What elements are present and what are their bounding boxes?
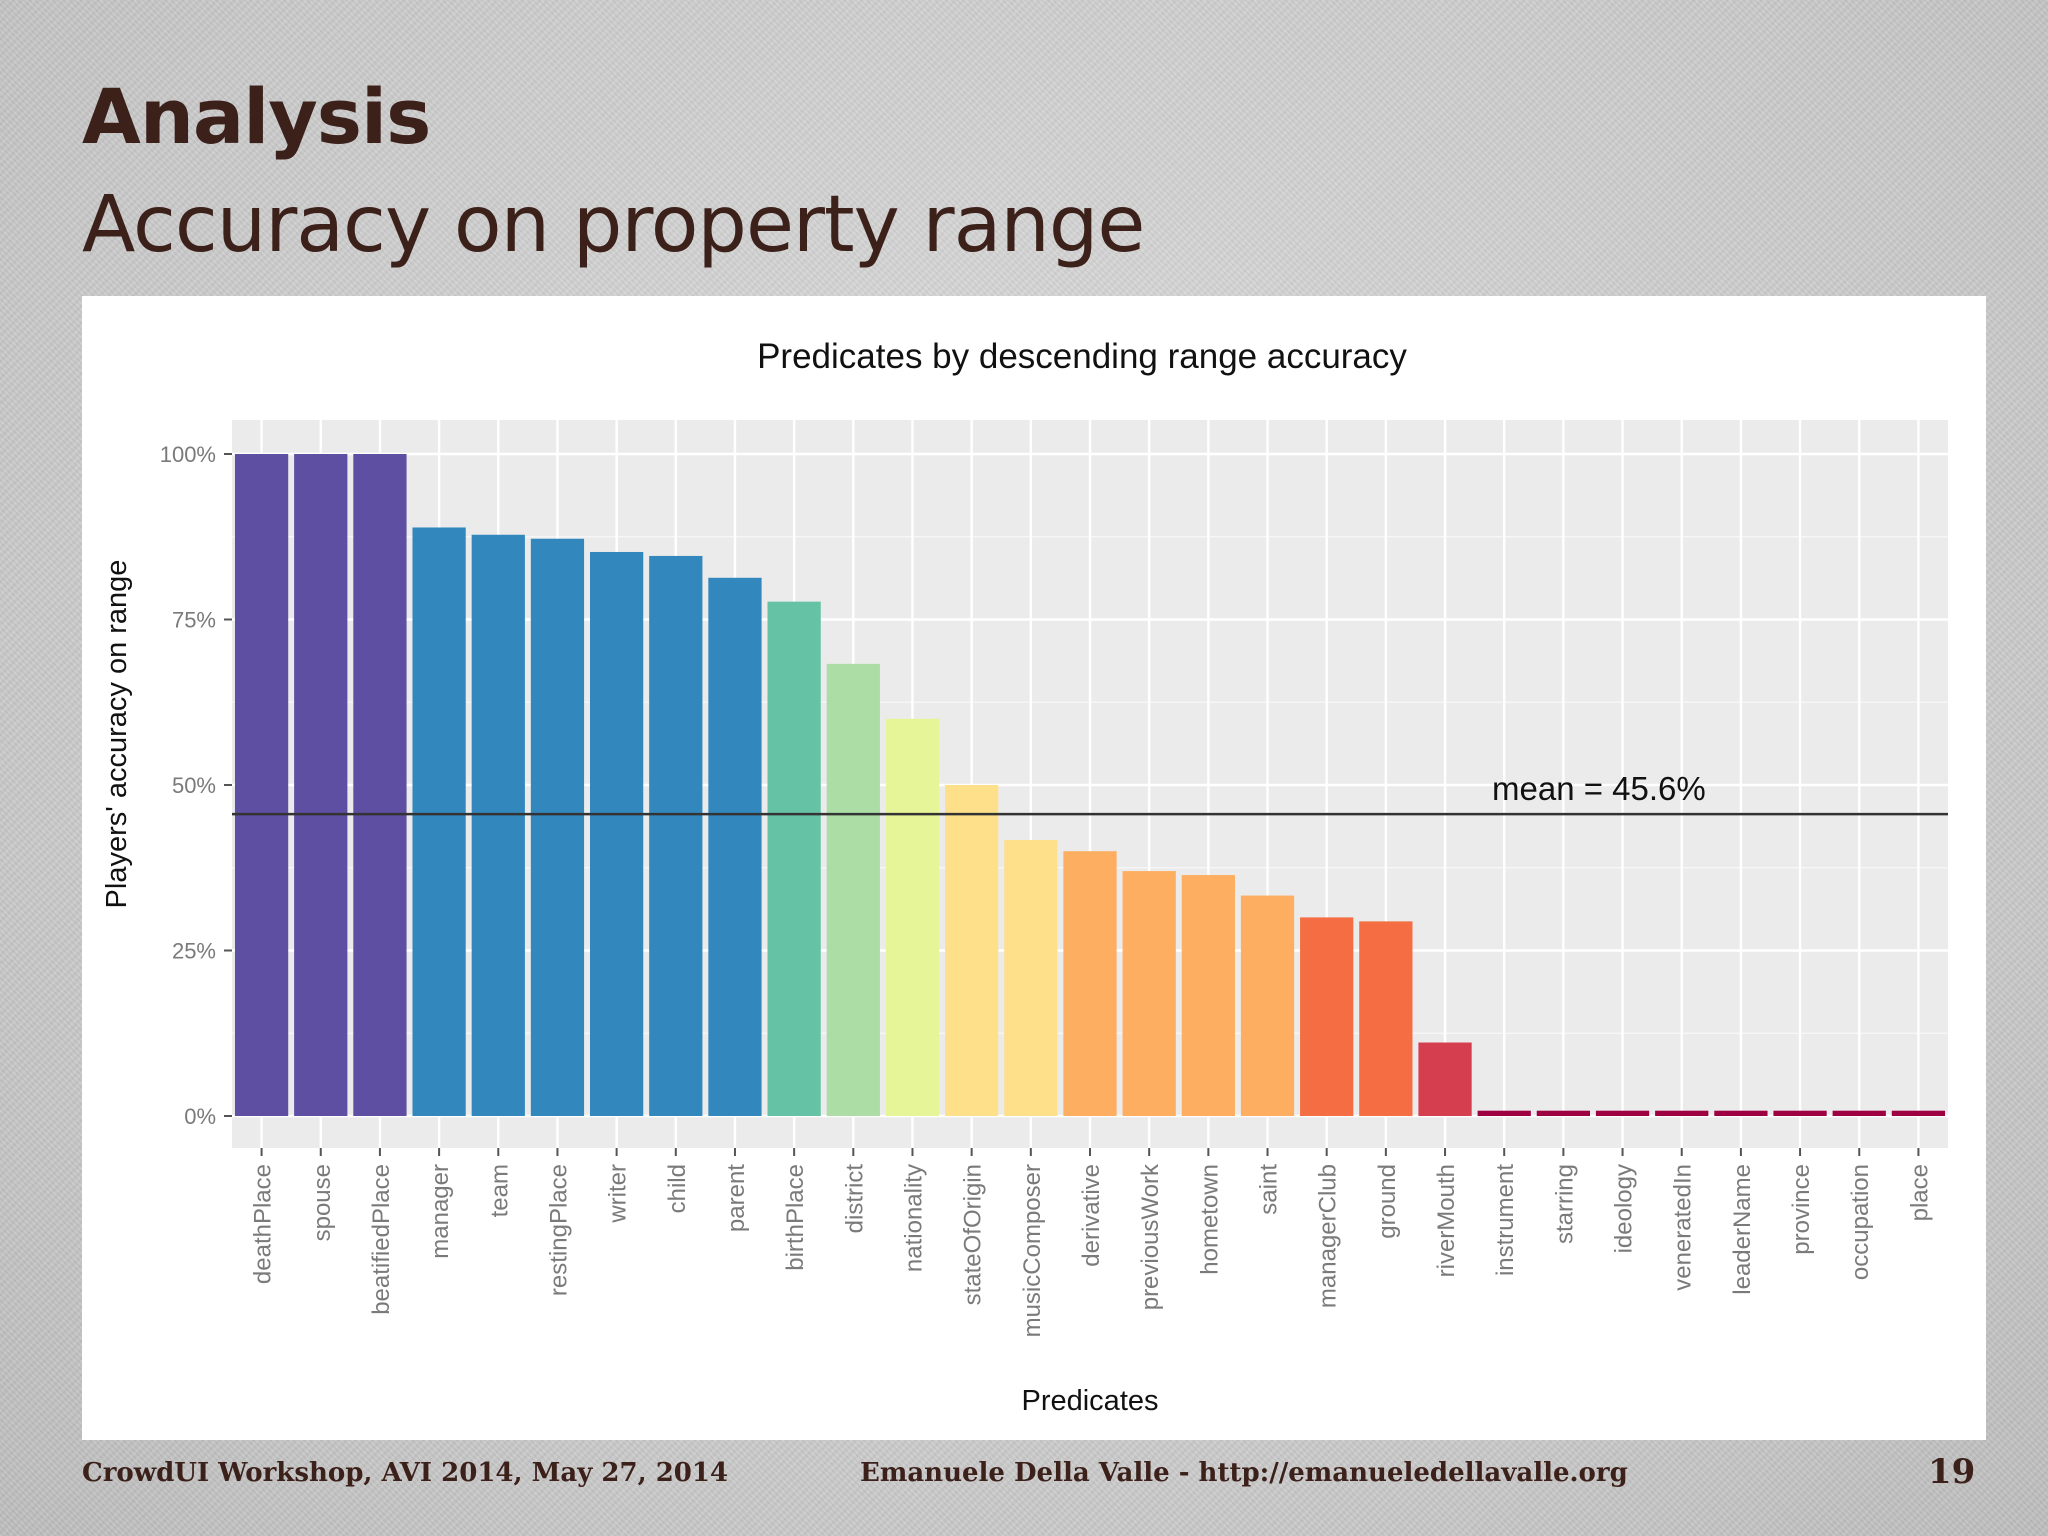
x-tick-label: birthPlace: [782, 1164, 809, 1271]
slide-title: Analysis: [82, 72, 431, 161]
x-axis: deathPlace spouse beatifiedPlace manager tea…: [250, 1148, 1933, 1337]
footer-author: Emanuele Della Valle - http://emanuelede…: [860, 1458, 1628, 1488]
bar-previousWork: [1122, 871, 1176, 1116]
x-tick-label: saint: [1256, 1164, 1283, 1215]
x-tick-label: team: [486, 1164, 513, 1217]
chart-title: Predicates by descending range accuracy: [757, 337, 1407, 376]
bar-starring: [1536, 1110, 1591, 1116]
x-tick-label: deathPlace: [250, 1164, 277, 1284]
footer-event: CrowdUI Workshop, AVI 2014, May 27, 2014: [82, 1458, 729, 1488]
bar-spouse: [294, 454, 348, 1116]
x-axis-label: Predicates: [1021, 1385, 1158, 1417]
bar-deathPlace: [234, 454, 289, 1116]
y-tick-label: 100%: [160, 442, 216, 467]
x-tick-label: managerClub: [1315, 1164, 1342, 1308]
x-tick-label: occupation: [1847, 1164, 1874, 1280]
bar-writer: [589, 551, 644, 1116]
bar-nationality: [885, 718, 940, 1116]
y-axis-label: Players' accuracy on range: [101, 560, 133, 909]
x-tick-label: district: [841, 1164, 868, 1234]
bar-saint: [1240, 895, 1295, 1116]
bar-leaderName: [1714, 1110, 1768, 1116]
bar-ideology: [1595, 1110, 1650, 1116]
bar-beatifiedPlace: [353, 454, 407, 1116]
x-tick-label: child: [664, 1164, 691, 1213]
bar-occupation: [1832, 1110, 1886, 1116]
x-tick-label: hometown: [1196, 1164, 1223, 1275]
x-tick-label: parent: [723, 1164, 750, 1232]
page-number: 19: [1928, 1452, 1976, 1492]
bar-parent: [708, 577, 762, 1116]
bar-riverMouth: [1418, 1042, 1472, 1116]
bar-hometown: [1181, 875, 1235, 1116]
bar-stateOfOrigin: [945, 785, 999, 1116]
bar-manager: [412, 527, 466, 1116]
x-tick-label: ground: [1374, 1164, 1401, 1239]
x-tick-label: starring: [1551, 1164, 1578, 1244]
bar-veneratedIn: [1655, 1110, 1709, 1116]
bar-child: [649, 555, 703, 1116]
x-tick-label: riverMouth: [1433, 1164, 1460, 1277]
bar-place: [1891, 1110, 1946, 1116]
x-tick-label: spouse: [309, 1164, 336, 1241]
x-tick-label: province: [1788, 1164, 1815, 1255]
x-tick-label: musicComposer: [1019, 1164, 1046, 1337]
slide-subtitle: Accuracy on property range: [82, 180, 1145, 270]
y-tick-label: 75%: [172, 608, 216, 633]
bar-restingPlace: [530, 538, 585, 1116]
x-tick-label: beatifiedPlace: [368, 1164, 395, 1315]
chart-panel: Predicates by descending range accuracy …: [82, 296, 1986, 1440]
x-tick-label: ideology: [1611, 1164, 1638, 1253]
bars: [234, 454, 1946, 1116]
bar-ground: [1359, 921, 1413, 1116]
x-tick-label: nationality: [900, 1164, 927, 1272]
y-tick-label: 0%: [184, 1104, 216, 1129]
x-tick-label: derivative: [1078, 1164, 1105, 1267]
x-tick-label: leaderName: [1729, 1164, 1756, 1295]
y-tick-label: 50%: [172, 773, 216, 798]
bar-musicComposer: [1004, 839, 1058, 1116]
bar-managerClub: [1300, 917, 1354, 1116]
x-tick-label: place: [1906, 1164, 1933, 1221]
x-tick-label: stateOfOrigin: [960, 1164, 987, 1305]
mean-label: mean = 45.6%: [1492, 770, 1706, 807]
bar-derivative: [1063, 851, 1117, 1116]
bar-chart: Predicates by descending range accuracy …: [101, 337, 1948, 1417]
y-axis: 0% 25% 50% 75% 100%: [160, 442, 232, 1129]
x-tick-label: manager: [427, 1164, 454, 1259]
bar-district: [826, 663, 880, 1116]
bar-province: [1773, 1110, 1827, 1116]
x-tick-label: restingPlace: [545, 1164, 572, 1296]
bar-birthPlace: [767, 601, 821, 1116]
x-tick-label: writer: [605, 1164, 632, 1224]
x-tick-label: previousWork: [1137, 1163, 1164, 1310]
x-tick-label: veneratedIn: [1670, 1164, 1697, 1291]
bar-team: [471, 534, 525, 1116]
bar-instrument: [1477, 1110, 1531, 1116]
x-tick-label: instrument: [1492, 1164, 1519, 1276]
y-tick-label: 25%: [172, 939, 216, 964]
